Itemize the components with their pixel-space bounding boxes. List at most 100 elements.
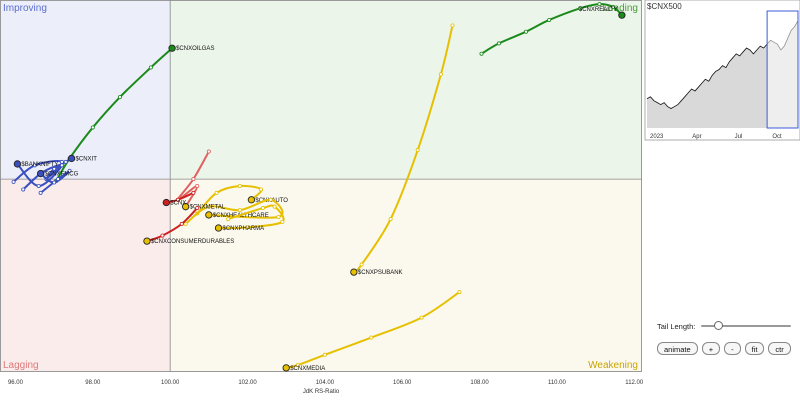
tail-length-thumb[interactable] (713, 321, 723, 330)
tail-point (38, 190, 43, 195)
tail-point (117, 95, 122, 100)
x-tick-label: 112.00 (625, 380, 644, 386)
tail-point (191, 177, 196, 182)
benchmark-panel: $CNX500 2023 Apr Jul Oct (644, 0, 800, 141)
tail-point (36, 183, 41, 188)
tail-point (67, 168, 72, 173)
benchmark-x-label: Apr (692, 134, 701, 140)
tail-point (457, 290, 462, 295)
symbol-label: $CNXMETAL (190, 205, 226, 211)
tail-point (21, 187, 26, 192)
symbol-head[interactable] (350, 268, 358, 276)
symbol-head[interactable] (214, 224, 223, 232)
plot-border (0, 0, 642, 372)
tail-point (547, 17, 552, 22)
tail-point (272, 204, 277, 209)
x-axis-title: JdK RS-Ratio (303, 389, 340, 395)
symbol-tails: $CNXREALTY $CNXOILGAS $CNXIT $BANKNIFTY $CNX… (11, 2, 626, 372)
x-tick-label: 106.00 (393, 380, 412, 386)
symbol-head[interactable] (181, 203, 190, 211)
tail-point (359, 262, 364, 267)
animate-button[interactable]: animate (657, 342, 698, 355)
quadrant-leading (170, 0, 642, 180)
tail-point (597, 2, 602, 7)
tail-point (226, 217, 231, 222)
quadrant-lagging (0, 179, 171, 372)
tail-line (217, 204, 285, 230)
symbol-head[interactable] (67, 154, 76, 163)
quadrant-backgrounds (0, 0, 642, 372)
tail-point (183, 221, 188, 226)
tail-point (175, 197, 180, 202)
tail-point (322, 352, 327, 357)
symbol-label: $CNXPSUBANK (358, 270, 403, 276)
symbol-head[interactable] (247, 196, 256, 204)
quadrant-improving (0, 0, 171, 180)
tail-point (148, 65, 153, 70)
symbol-head[interactable] (143, 237, 151, 245)
tail-point (276, 214, 281, 219)
x-tick-label: 100.00 (161, 380, 180, 386)
tail-point (496, 41, 501, 46)
tail-point (11, 179, 16, 184)
fit-button[interactable]: fit (744, 342, 765, 355)
symbol-head[interactable] (168, 44, 176, 52)
tail-point (369, 335, 374, 340)
x-tick-label: 108.00 (470, 380, 489, 386)
tail-point (90, 125, 95, 130)
benchmark-area (647, 20, 798, 128)
symbol-head[interactable] (36, 169, 45, 178)
symbol-label: $CNXIT (76, 156, 98, 162)
quadrant-label-improving: Improving (3, 3, 47, 14)
tail-point (523, 29, 528, 34)
symbol-head[interactable] (162, 198, 170, 207)
tail-length-slider[interactable] (701, 321, 792, 331)
tail-point (160, 233, 165, 238)
symbol-label: $CNXOILGAS (176, 46, 214, 52)
tail-point (63, 159, 68, 164)
symbol-head[interactable] (282, 364, 290, 372)
symbol-label: $CNXCONSUMERDURABLES (151, 239, 234, 245)
tail-point (450, 23, 455, 28)
quadrant-weakening (170, 179, 642, 372)
tail-point (59, 163, 64, 168)
benchmark-x-label: Jul (735, 134, 743, 140)
symbol-label: $CNXFMCG (45, 172, 79, 178)
tail-point (237, 208, 242, 213)
tail-line (145, 207, 199, 243)
tail-point (388, 217, 393, 222)
symbol-head[interactable] (618, 11, 626, 19)
tail-point (268, 197, 273, 202)
symbol-label: $CNX (170, 201, 186, 207)
tail-point (245, 225, 250, 230)
tail-point (280, 219, 285, 224)
x-tick-label: 104.00 (316, 380, 335, 386)
tail-point (59, 159, 64, 164)
tail-point (52, 180, 57, 185)
tail-point (415, 148, 420, 153)
tail-point (195, 206, 200, 211)
tail-point (179, 221, 184, 226)
symbol-head[interactable] (205, 211, 213, 219)
zoom-out-button[interactable]: - (724, 342, 741, 355)
controls-panel: Tail Length: animate + - fit ctr (657, 320, 800, 360)
tail-point (479, 51, 484, 56)
tail-point (260, 206, 265, 211)
tail-point (295, 363, 300, 368)
benchmark-window[interactable] (766, 10, 799, 129)
tail-point (610, 4, 615, 9)
tail-length-label: Tail Length: (657, 321, 696, 331)
quadrant-labels: Improving Leading Lagging Weakening (3, 3, 638, 371)
tail-point (191, 190, 196, 195)
tail-point (578, 6, 583, 11)
tail-point (56, 177, 61, 182)
tail-point (419, 315, 424, 320)
tail-point (32, 163, 37, 168)
tail-point (195, 183, 200, 188)
symbol-head[interactable] (13, 160, 22, 168)
quadrant-label-lagging: Lagging (3, 360, 39, 371)
zoom-in-button[interactable]: + (701, 342, 721, 355)
center-button[interactable]: ctr (768, 342, 791, 355)
symbol-label: $CNXREALTY (579, 7, 618, 13)
